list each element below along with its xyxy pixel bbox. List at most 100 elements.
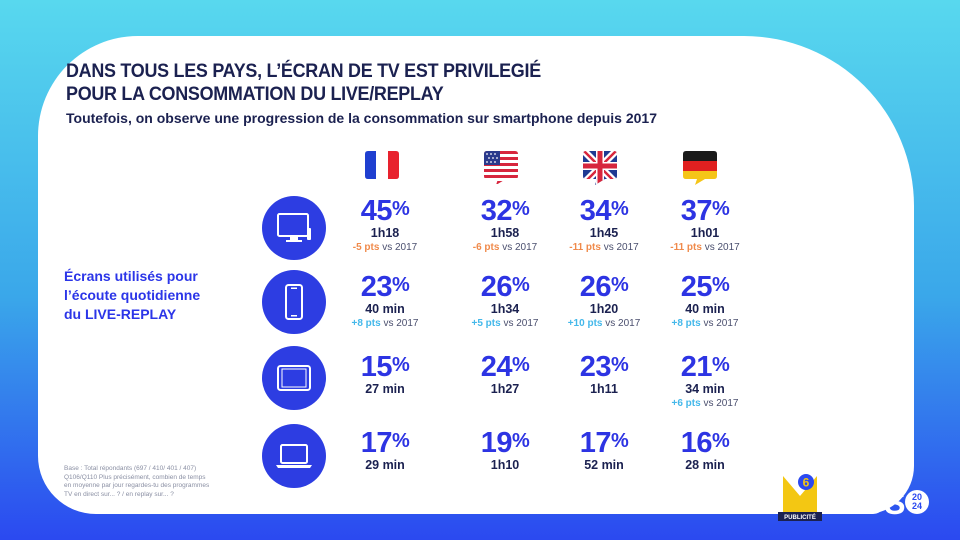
tablet-icon bbox=[262, 346, 326, 410]
tendances-kids-logo: TENDANCES KIDS 20 24 bbox=[832, 471, 929, 521]
percentage-value: 37% bbox=[645, 196, 765, 226]
duration-value: 1h27 bbox=[490, 382, 520, 396]
duration-value: 1h58 bbox=[490, 226, 520, 240]
percent-sign: % bbox=[711, 198, 730, 220]
page-title-line-2: POUR LA CONSOMMATION DU LIVE/REPLAY bbox=[66, 83, 444, 105]
duration-value: 1h01 bbox=[690, 226, 720, 240]
duration-value: 52 min bbox=[584, 458, 624, 472]
percentage-number: 23 bbox=[360, 271, 393, 303]
duration-value: 1h11 bbox=[590, 382, 618, 396]
duration-value: 27 min bbox=[365, 382, 405, 396]
percentage-number: 15 bbox=[360, 351, 393, 383]
percentage-value: 25% bbox=[645, 272, 765, 302]
percent-sign: % bbox=[711, 354, 730, 376]
duration-value: 1h20 bbox=[589, 302, 619, 316]
page-title: DANS TOUS LES PAYS, L’ÉCRAN DE TV EST PR… bbox=[66, 60, 655, 106]
percentage-number: 24 bbox=[480, 351, 513, 383]
percentage-value: 45% bbox=[325, 196, 445, 226]
data-cell: 17% 29 min bbox=[325, 428, 445, 473]
duration-value: 1h45 bbox=[589, 226, 619, 240]
percentage-value: 17% bbox=[325, 428, 445, 458]
delta-suffix: vs 2017 bbox=[502, 242, 538, 253]
delta-points: +6 pts bbox=[671, 398, 701, 409]
percentage-number: 19 bbox=[480, 427, 513, 459]
percentage-value: 24% bbox=[445, 352, 565, 382]
germany-flag-icon bbox=[683, 151, 717, 185]
data-cell: 26% 1h34 +5 pts vs 2017 bbox=[445, 272, 565, 331]
delta-vs-2017: +5 pts vs 2017 bbox=[445, 317, 565, 331]
page-title-line-1: DANS TOUS LES PAYS, L’ÉCRAN DE TV EST PR… bbox=[66, 60, 541, 82]
percent-sign: % bbox=[511, 354, 530, 376]
data-cell: 23% 1h11 bbox=[544, 352, 664, 397]
percentage-number: 45 bbox=[360, 195, 393, 227]
row-label-line-3: du LIVE-REPLAY bbox=[64, 306, 177, 322]
data-cell: 24% 1h27 bbox=[445, 352, 565, 397]
delta-points: +8 pts bbox=[671, 318, 701, 329]
data-cell: 21% 34 min +6 pts vs 2017 bbox=[645, 352, 765, 411]
usa-flag-icon bbox=[484, 151, 518, 185]
france-flag-icon bbox=[365, 151, 399, 185]
kids-logo-main: KIDS bbox=[832, 485, 905, 521]
percentage-number: 32 bbox=[480, 195, 513, 227]
row-label-line-1: Écrans utilisés pour bbox=[64, 268, 198, 284]
base-note-line-2: Q106/Q110 Plus précisément, combien de t… bbox=[64, 473, 206, 481]
row-label: Écrans utilisés pour l’écoute quotidienn… bbox=[64, 267, 244, 324]
delta-suffix: vs 2017 bbox=[383, 318, 419, 329]
delta-points: +10 pts bbox=[567, 318, 603, 329]
percent-sign: % bbox=[610, 198, 629, 220]
percentage-number: 26 bbox=[480, 271, 513, 303]
delta-vs-2017: +8 pts vs 2017 bbox=[325, 317, 445, 331]
percent-sign: % bbox=[511, 198, 530, 220]
percentage-number: 25 bbox=[680, 271, 713, 303]
percentage-value: 21% bbox=[645, 352, 765, 382]
delta-vs-2017: -11 pts vs 2017 bbox=[645, 241, 765, 255]
delta-points: -6 pts bbox=[472, 242, 500, 253]
page-subtitle: Toutefois, on observe une progression de… bbox=[66, 110, 657, 126]
duration-value: 34 min bbox=[685, 382, 725, 396]
percent-sign: % bbox=[711, 430, 730, 452]
percentage-number: 34 bbox=[579, 195, 612, 227]
duration-value: 28 min bbox=[685, 458, 725, 472]
delta-vs-2017: -5 pts vs 2017 bbox=[325, 241, 445, 255]
data-cell: 45% 1h18 -5 pts vs 2017 bbox=[325, 196, 445, 255]
percentage-number: 37 bbox=[680, 195, 713, 227]
percent-sign: % bbox=[391, 354, 410, 376]
delta-vs-2017: +10 pts vs 2017 bbox=[544, 317, 664, 331]
laptop-icon bbox=[262, 424, 326, 488]
delta-points: +8 pts bbox=[351, 318, 381, 329]
data-cell: 34% 1h45 -11 pts vs 2017 bbox=[544, 196, 664, 255]
delta-suffix: vs 2017 bbox=[603, 242, 639, 253]
content-card bbox=[38, 36, 914, 514]
percent-sign: % bbox=[391, 274, 410, 296]
tv-icon bbox=[262, 196, 326, 260]
delta-suffix: vs 2017 bbox=[703, 318, 739, 329]
duration-value: 40 min bbox=[685, 302, 725, 316]
percentage-value: 26% bbox=[544, 272, 664, 302]
duration-value: 1h10 bbox=[490, 458, 520, 472]
percentage-value: 23% bbox=[544, 352, 664, 382]
row-label-line-2: l’écoute quotidienne bbox=[64, 287, 201, 303]
duration-value: 1h34 bbox=[490, 302, 520, 316]
percent-sign: % bbox=[610, 354, 629, 376]
delta-vs-2017: -6 pts vs 2017 bbox=[445, 241, 565, 255]
percentage-value: 19% bbox=[445, 428, 565, 458]
base-note: Base : Total répondants (697 / 410/ 401 … bbox=[64, 465, 224, 499]
data-cell: 26% 1h20 +10 pts vs 2017 bbox=[544, 272, 664, 331]
smartphone-icon bbox=[262, 270, 326, 334]
duration-value: 29 min bbox=[365, 458, 405, 472]
percent-sign: % bbox=[391, 198, 410, 220]
data-cell: 32% 1h58 -6 pts vs 2017 bbox=[445, 196, 565, 255]
percent-sign: % bbox=[511, 274, 530, 296]
percentage-value: 16% bbox=[645, 428, 765, 458]
data-cell: 17% 52 min bbox=[544, 428, 664, 473]
percentage-value: 15% bbox=[325, 352, 445, 382]
kids-logo-year-a: 20 bbox=[912, 492, 922, 502]
delta-vs-2017: -11 pts vs 2017 bbox=[544, 241, 664, 255]
percentage-value: 17% bbox=[544, 428, 664, 458]
percentage-number: 21 bbox=[680, 351, 713, 383]
base-note-line-1: Base : Total répondants (697 / 410/ 401 … bbox=[64, 465, 197, 472]
delta-points: +5 pts bbox=[471, 318, 501, 329]
percentage-value: 34% bbox=[544, 196, 664, 226]
data-cell: 16% 28 min bbox=[645, 428, 765, 473]
percentage-value: 32% bbox=[445, 196, 565, 226]
